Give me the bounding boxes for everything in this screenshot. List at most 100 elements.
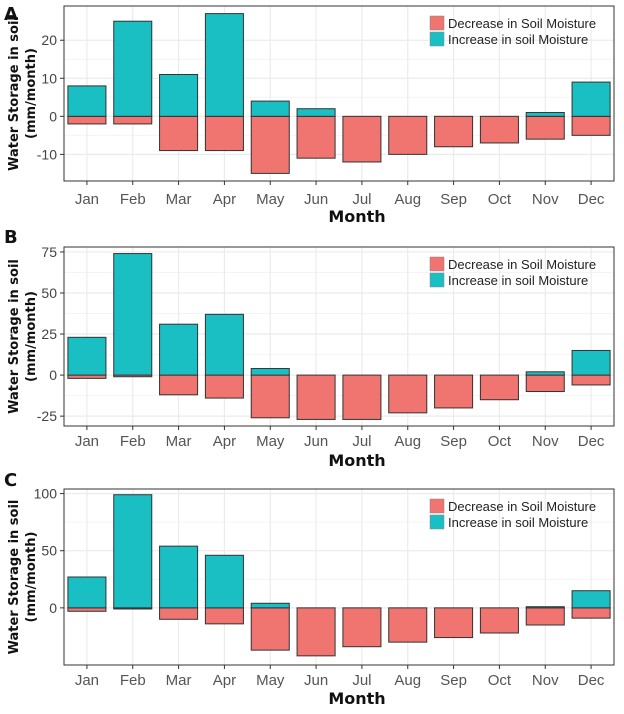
- bar-increase-apr: [204, 554, 244, 609]
- bar-decrease-aug: [388, 607, 428, 643]
- y-tick-label: -10: [37, 146, 57, 162]
- x-tick-label: Mar: [166, 191, 192, 208]
- bar-increase-dec: [571, 81, 611, 117]
- bar-decrease-jul: [342, 607, 382, 648]
- x-tick-label: Nov: [532, 191, 559, 208]
- y-axis-label-line: Water Storage in soil: [7, 259, 22, 414]
- bar-decrease-may: [250, 607, 290, 651]
- bar-decrease-nov: [525, 115, 565, 140]
- legend-label-increase: Increase in soil Moisture: [448, 32, 588, 47]
- panel-letter: A: [4, 4, 18, 25]
- bar-decrease-mar: [159, 374, 199, 396]
- legend-swatch-increase: [429, 514, 445, 530]
- x-tick-label: Oct: [488, 191, 512, 208]
- y-tick-label: 0: [49, 600, 57, 616]
- x-tick-label: Jan: [75, 433, 99, 450]
- y-tick-label: 25: [41, 326, 57, 342]
- bar-increase-may: [250, 602, 290, 609]
- x-tick-label: Sep: [440, 433, 467, 450]
- x-tick-label: Dec: [578, 672, 605, 689]
- legend-label-increase: Increase in soil Moisture: [448, 273, 588, 288]
- x-tick-label: May: [256, 191, 285, 208]
- x-tick-label: Jan: [75, 191, 99, 208]
- x-tick-label: Jun: [304, 433, 328, 450]
- legend-swatch-increase: [429, 31, 445, 47]
- y-tick-label: 20: [41, 32, 57, 48]
- y-axis-label: Water Storage in soil (mm/month): [7, 16, 39, 171]
- bar-decrease-nov: [525, 607, 565, 626]
- y-axis-label-line: (mm/month): [24, 291, 39, 382]
- legend-swatch-decrease: [429, 256, 445, 272]
- bar-decrease-sep: [434, 607, 474, 639]
- bar-increase-jan: [67, 85, 107, 117]
- bar-increase-may: [250, 368, 290, 376]
- y-axis-label-line: (mm/month): [24, 48, 39, 139]
- y-tick-label: 0: [49, 108, 57, 124]
- bar-increase-may: [250, 100, 290, 117]
- x-tick-label: May: [256, 433, 285, 450]
- y-tick-label: 100: [34, 486, 58, 502]
- plot-frame: [63, 5, 615, 182]
- bar-decrease-apr: [204, 374, 244, 399]
- x-tick-label: Aug: [394, 672, 421, 689]
- x-axis-label: Month: [328, 689, 385, 708]
- bar-increase-jan: [67, 576, 107, 609]
- bar-decrease-dec: [571, 374, 611, 386]
- bar-decrease-may: [250, 115, 290, 174]
- x-tick-label: Jun: [304, 191, 328, 208]
- y-tick-label: -25: [37, 408, 57, 424]
- x-tick-label: Nov: [532, 433, 559, 450]
- bar-increase-jan: [67, 336, 107, 376]
- legend-label-decrease: Decrease in Soil Moisture: [448, 16, 596, 31]
- panel-c: C 0 50 100 Jan Feb Mar Apr May Jun Jul Aug Sep Oct Nov…: [4, 470, 615, 708]
- x-tick-label: Apr: [213, 433, 236, 450]
- x-tick-label: Aug: [394, 191, 421, 208]
- bar-decrease-mar: [159, 115, 199, 152]
- x-tick-label: Aug: [394, 433, 421, 450]
- bar-increase-mar: [159, 323, 199, 376]
- panel-b: B -25 0 25 50 75 Jan Feb Mar Apr May Jun Jul Aug Sep Oc…: [4, 227, 615, 470]
- y-axis-label: Water Storage in soil (mm/month): [7, 259, 39, 414]
- bar-decrease-oct: [479, 115, 519, 144]
- legend-swatch-decrease: [429, 15, 445, 31]
- bar-decrease-jun: [296, 607, 336, 657]
- y-axis-label-line: Water Storage in soil: [7, 16, 22, 171]
- x-tick-label: Feb: [120, 672, 146, 689]
- panel-letter: C: [4, 470, 17, 491]
- bar-decrease-sep: [434, 115, 474, 148]
- y-axis-label-line: (mm/month): [24, 532, 39, 623]
- x-tick-label: Sep: [440, 672, 467, 689]
- x-tick-label: Sep: [440, 191, 467, 208]
- bar-decrease-oct: [479, 607, 519, 634]
- x-tick-label: Apr: [213, 191, 236, 208]
- bar-decrease-sep: [434, 374, 474, 409]
- bar-increase-mar: [159, 545, 199, 609]
- bar-decrease-dec: [571, 115, 611, 136]
- bar-decrease-jan: [67, 115, 107, 125]
- bar-increase-nov: [525, 606, 565, 609]
- bar-increase-jun: [296, 108, 336, 117]
- bar-increase-dec: [571, 590, 611, 609]
- bar-decrease-apr: [204, 115, 244, 152]
- x-tick-label: Oct: [488, 672, 512, 689]
- bar-decrease-jun: [296, 374, 336, 420]
- bar-decrease-jul: [342, 115, 382, 163]
- x-tick-label: Feb: [120, 191, 146, 208]
- bar-decrease-apr: [204, 607, 244, 625]
- plot-frame: [63, 246, 615, 427]
- bar-increase-apr: [204, 313, 244, 376]
- x-tick-label: Oct: [488, 433, 512, 450]
- legend-label-increase: Increase in soil Moisture: [448, 515, 588, 530]
- legend-label-decrease: Decrease in Soil Moisture: [448, 499, 596, 514]
- legend-swatch-decrease: [429, 498, 445, 514]
- bar-increase-feb: [113, 253, 153, 376]
- x-tick-label: Mar: [166, 433, 192, 450]
- bar-decrease-feb: [113, 115, 153, 125]
- x-tick-label: Feb: [120, 433, 146, 450]
- bar-increase-feb: [113, 494, 153, 609]
- y-axis-label: Water Storage in soil (mm/month): [7, 500, 39, 655]
